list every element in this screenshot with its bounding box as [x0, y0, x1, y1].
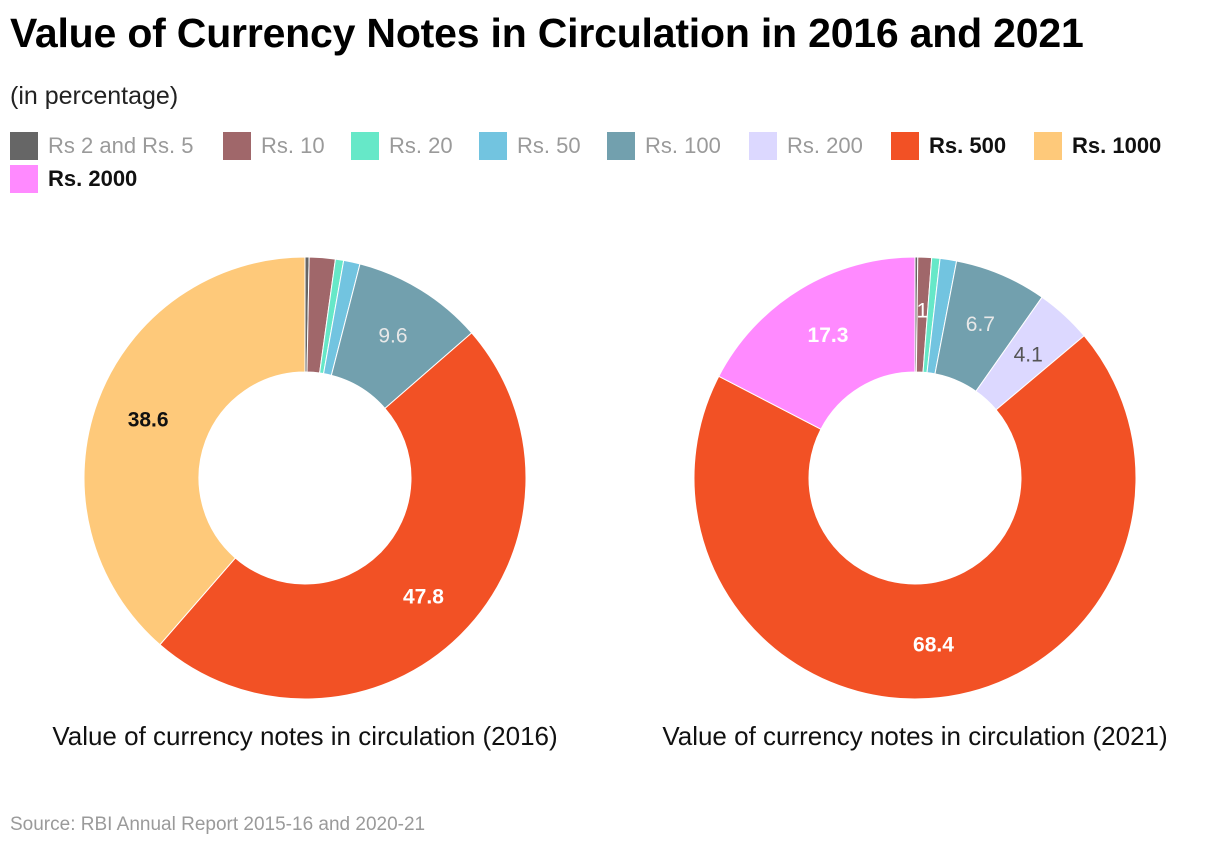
donut-slice[interactable] — [159, 332, 527, 700]
legend-label: Rs. 2000 — [48, 166, 138, 191]
source-note: Source: RBI Annual Report 2015-16 and 20… — [10, 814, 426, 835]
legend-swatch — [351, 132, 379, 160]
slice-value-label: 6.7 — [966, 313, 995, 336]
slice-value-label: 9.6 — [378, 324, 407, 347]
donut-caption: Value of currency notes in circulation (… — [662, 721, 1167, 751]
donut-caption: Value of currency notes in circulation (… — [52, 721, 557, 751]
chart-title: Value of Currency Notes in Circulation i… — [10, 10, 1084, 56]
legend-swatch — [223, 132, 251, 160]
legend-item[interactable]: Rs. 50 — [479, 132, 581, 160]
legend-item[interactable]: Rs. 100 — [607, 132, 721, 160]
donut-slice[interactable] — [693, 335, 1137, 700]
legend-swatch — [607, 132, 635, 160]
legend-item[interactable]: Rs. 200 — [749, 132, 863, 160]
legend-swatch — [1034, 132, 1062, 160]
slice-value-label: 1 — [917, 300, 929, 323]
chart-subtitle: (in percentage) — [10, 82, 179, 110]
legend-item[interactable]: Rs. 500 — [891, 132, 1006, 160]
slice-value-label: 17.3 — [808, 324, 849, 347]
donut-slice[interactable] — [718, 256, 916, 430]
legend-swatch — [749, 132, 777, 160]
legend-label: Rs 2 and Rs. 5 — [48, 133, 194, 158]
donut-slice[interactable] — [83, 256, 306, 646]
legend-item[interactable]: Rs 2 and Rs. 5 — [10, 132, 194, 160]
legend-item[interactable]: Rs. 10 — [223, 132, 325, 160]
legend-label: Rs. 1000 — [1072, 133, 1162, 158]
legend-swatch — [10, 165, 38, 193]
slice-value-label: 4.1 — [1014, 344, 1043, 367]
slice-value-label: 47.8 — [403, 585, 444, 608]
legend-label: Rs. 200 — [787, 133, 863, 158]
legend-label: Rs. 50 — [517, 133, 581, 158]
legend-label: Rs. 20 — [389, 133, 453, 158]
legend-label: Rs. 100 — [645, 133, 721, 158]
legend-swatch — [891, 132, 919, 160]
legend-item[interactable]: Rs. 1000 — [1034, 132, 1161, 160]
legend-item[interactable]: Rs. 2000 — [10, 165, 137, 193]
legend-item[interactable]: Rs. 20 — [351, 132, 453, 160]
donut-chart-2: 1 6.7 4.1 68.4 17.3 Value of currency notes i… — [662, 256, 1168, 751]
legend-label: Rs. 500 — [929, 133, 1007, 158]
donut-chart-1: 9.6 47.8 38.6 Value of currency notes in ci… — [52, 256, 558, 751]
legend-swatch — [10, 132, 38, 160]
legend-swatch — [479, 132, 507, 160]
slice-value-label: 68.4 — [913, 633, 954, 656]
slice-value-label: 38.6 — [128, 408, 169, 431]
legend-label: Rs. 10 — [261, 133, 325, 158]
